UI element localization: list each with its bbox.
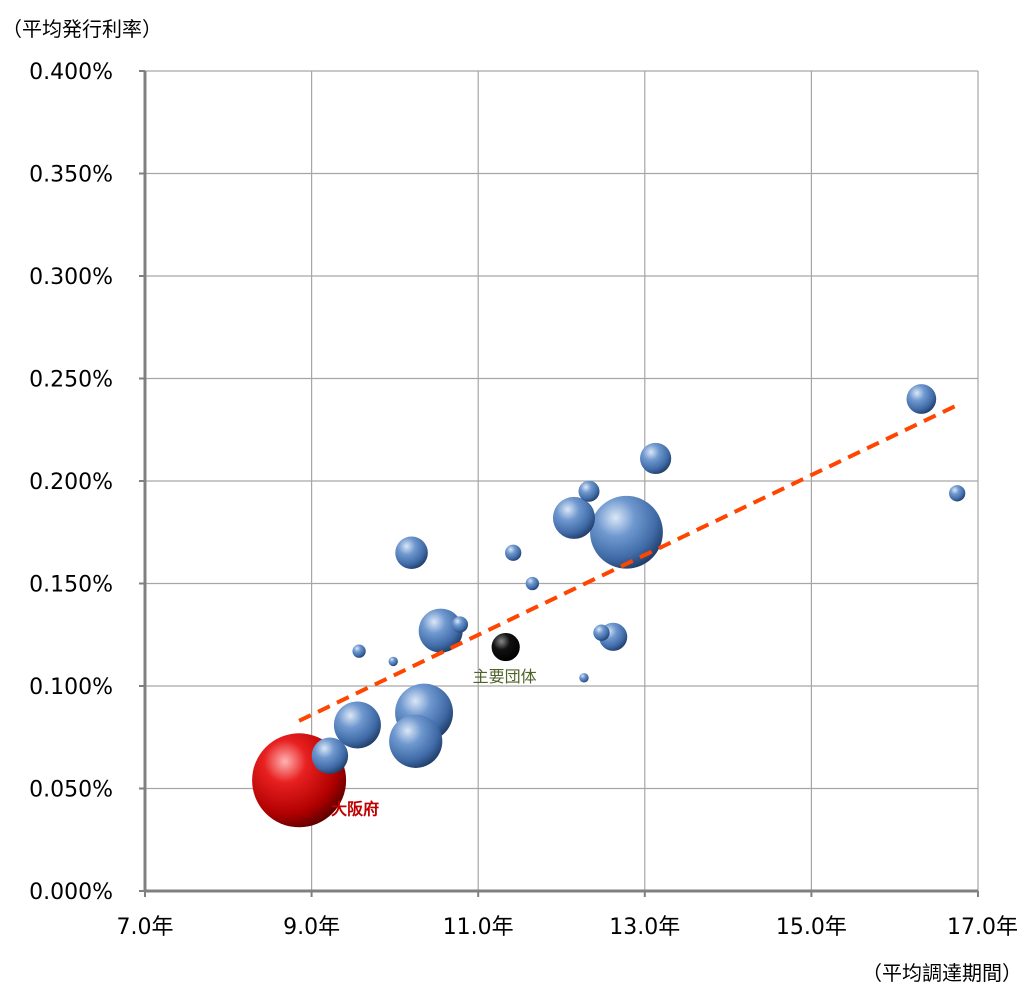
bubble-point: [395, 536, 428, 570]
bubble-main-groups: [491, 632, 520, 662]
axes: [139, 70, 979, 897]
bubble-point: [418, 608, 463, 653]
bubble-point: [311, 737, 349, 774]
bubble-point: [593, 624, 610, 641]
bubble-point: [590, 495, 663, 569]
trendline: [298, 403, 959, 723]
y-tick-label: 0.100%: [29, 675, 113, 700]
x-tick-label: 15.0年: [776, 915, 847, 940]
bubble-point: [578, 480, 600, 502]
bubble-point: [388, 656, 398, 667]
y-tick-label: 0.000%: [29, 880, 113, 905]
y-tick-label: 0.400%: [29, 60, 113, 85]
y-tick-label: 0.350%: [29, 163, 113, 188]
x-tick-label: 7.0年: [117, 915, 174, 940]
x-tick-label: 11.0年: [443, 915, 514, 940]
y-tick-label: 0.250%: [29, 368, 113, 393]
y-axis-title: （平均発行利率）: [2, 17, 162, 41]
bubble-point: [906, 384, 937, 414]
y-tick-label: 0.300%: [29, 265, 113, 290]
bubble-point: [505, 544, 522, 561]
bubble-point: [640, 442, 672, 475]
bubble-point: [552, 496, 596, 539]
x-tick-label: 17.0年: [947, 915, 1018, 940]
bubble-point: [949, 485, 966, 502]
bubble-point: [525, 576, 539, 591]
point-labels: 大阪府 主要団体: [331, 667, 537, 818]
bubble-point: [579, 673, 589, 683]
label-main-groups: 主要団体: [473, 667, 537, 686]
bubble-point: [333, 701, 381, 749]
tick-labels: 0.000% 0.050% 0.100% 0.150% 0.200% 0.250% 0.30…: [29, 60, 1018, 940]
x-tick-label: 9.0年: [283, 915, 340, 940]
trend-line: [298, 403, 959, 723]
y-tick-label: 0.200%: [29, 470, 113, 495]
bubble-point: [389, 714, 443, 768]
label-osaka: 大阪府: [331, 799, 379, 818]
bubble-point: [352, 644, 366, 658]
bubbles: [252, 384, 966, 828]
y-tick-label: 0.150%: [29, 573, 113, 598]
x-axis-title: （平均調達期間）: [862, 961, 1022, 985]
x-tick-label: 13.0年: [609, 915, 680, 940]
bubble-point: [451, 616, 469, 633]
y-tick-label: 0.050%: [29, 778, 113, 803]
